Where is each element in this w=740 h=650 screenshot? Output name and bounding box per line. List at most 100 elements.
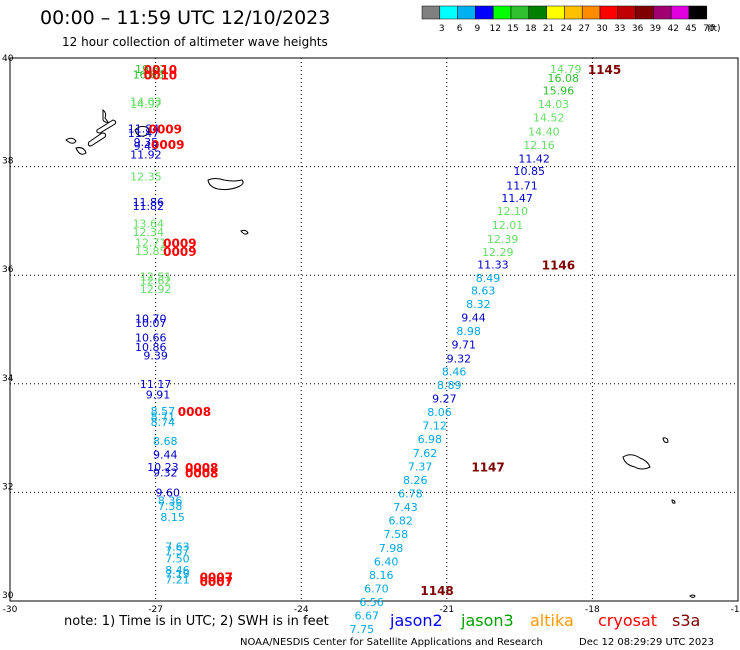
- scale-swatch: [546, 5, 565, 20]
- time-label: 0009: [163, 237, 196, 251]
- scale-swatch: [475, 5, 494, 20]
- island-outline: [662, 437, 669, 443]
- wave-height-value: 6.78: [398, 487, 423, 500]
- scale-label: 27: [578, 24, 589, 34]
- island-outline: [622, 454, 651, 470]
- wave-height-value: 12.34: [133, 226, 165, 239]
- time-label: 1147: [471, 460, 504, 474]
- x-tick-label: -18: [585, 605, 600, 615]
- wave-height-value: 7.75: [350, 623, 375, 636]
- wave-height-value: 9.32: [153, 466, 178, 479]
- wave-height-value: 14.97: [130, 98, 162, 111]
- wave-height-value: 7.12: [422, 420, 447, 433]
- wave-height-value: 6.40: [374, 555, 399, 568]
- wave-height-value: 9.71: [452, 339, 477, 352]
- footnote: note: 1) Time is in UTC; 2) SWH is in fe…: [64, 614, 329, 629]
- island-outline: [87, 132, 107, 147]
- wave-height-value: 11.92: [130, 149, 162, 162]
- wave-height-value: 12.10: [497, 205, 529, 218]
- wave-height-value: 9.91: [146, 389, 171, 402]
- wave-height-value: 9.45: [134, 140, 159, 153]
- time-label: 0008: [185, 466, 218, 480]
- wave-height-value: 19.32: [135, 63, 167, 76]
- scale-swatch: [564, 5, 583, 20]
- wave-height-value: 7.50: [165, 553, 190, 566]
- legend-entry: s3a: [672, 611, 700, 630]
- credit-line: NOAA/NESDIS Center for Satellite Applica…: [240, 637, 543, 648]
- island-outline: [671, 499, 676, 504]
- wave-height-value: 7.38: [158, 500, 183, 513]
- wave-height-value: 11.86: [133, 196, 165, 209]
- y-tick-label: 36: [2, 265, 14, 275]
- satellite-legend: jason2 jason3 altika cryosat s3a: [389, 611, 700, 630]
- time-label: 1146: [542, 258, 575, 272]
- wave-height-value: 12.35: [130, 170, 162, 183]
- wave-height-value: 9.27: [432, 392, 457, 405]
- wave-height-value: 8.68: [153, 435, 178, 448]
- wave-height-value: 11.17: [140, 378, 172, 391]
- wave-height-value: 16.88: [133, 68, 165, 81]
- wave-height-value: 8.36: [158, 495, 183, 508]
- wave-height-value: 8.57: [151, 405, 176, 418]
- time-label: 0008: [178, 405, 211, 419]
- wave-height-value: 8.98: [456, 325, 481, 338]
- time-label: 0009: [151, 138, 184, 152]
- wave-height-value: 12.29: [482, 246, 514, 259]
- wave-height-value: 12.92: [140, 283, 172, 296]
- time-label: 0009: [163, 245, 196, 259]
- wave-height-points: 19.3216.8814.0314.9711.8411.479.359.4511…: [128, 63, 582, 636]
- y-tick-labels: 40 38 36 34 32 30: [2, 54, 14, 601]
- scale-swatch: [581, 5, 601, 20]
- island-outline: [96, 119, 117, 134]
- time-label: 0009: [149, 123, 182, 137]
- island-outline: [75, 147, 87, 155]
- wave-height-value: 13.85: [135, 245, 167, 258]
- legend-entry: jason3: [460, 611, 514, 630]
- grid-lines: [10, 58, 738, 601]
- wave-height-value: 7.43: [393, 501, 418, 514]
- scale-swatch: [688, 5, 708, 20]
- wave-height-value: 8.32: [466, 298, 491, 311]
- wave-height-value: 8.16: [369, 569, 394, 582]
- wave-height-value: 11.71: [506, 180, 538, 193]
- legend-entry: jason2: [389, 611, 443, 630]
- wave-height-value: 9.35: [134, 136, 159, 149]
- wave-height-value: 10.66: [135, 332, 167, 345]
- wave-height-value: 16.08: [548, 72, 580, 85]
- scale-swatch: [670, 5, 690, 20]
- wave-height-value: 8.63: [471, 284, 496, 297]
- scale-label: 3: [439, 24, 445, 34]
- wave-height-value: 7.57: [165, 545, 190, 558]
- scale-label: 45: [685, 24, 696, 34]
- wave-height-value: 7.63: [165, 541, 190, 554]
- x-tick-label: -21: [439, 605, 454, 615]
- scale-label: 15: [507, 24, 518, 34]
- y-tick-label: 40: [2, 54, 14, 64]
- wave-height-value: 7.58: [384, 528, 409, 541]
- x-tick-label: -27: [148, 605, 163, 615]
- scale-swatch: [617, 5, 636, 20]
- wave-height-value: 13.64: [133, 218, 165, 231]
- scale-label: 30: [596, 24, 608, 34]
- wave-height-value: 6.82: [388, 515, 413, 528]
- scale-label: 33: [614, 24, 625, 34]
- wave-height-value: 11.84: [128, 123, 160, 136]
- wave-height-value: 9.44: [461, 312, 486, 325]
- wave-height-value: 8.71: [151, 410, 176, 423]
- scale-label: 9: [475, 24, 481, 34]
- wave-height-value: 7.37: [408, 460, 433, 473]
- scale-swatch: [635, 5, 654, 20]
- island-outline: [689, 594, 696, 598]
- scale-swatch: [510, 5, 530, 20]
- wave-height-value: 7.98: [379, 542, 404, 555]
- legend-entry: cryosat: [598, 611, 657, 630]
- wave-height-value: 9.60: [155, 486, 180, 499]
- wave-height-value: 9.32: [447, 352, 472, 365]
- time-label: 1148: [420, 584, 453, 598]
- wave-height-value: 6.56: [359, 596, 384, 609]
- x-tick-labels: -30 -27 -24 -21 -18 -15: [3, 605, 740, 615]
- island-outline: [134, 125, 150, 137]
- island-outline: [207, 178, 244, 191]
- wave-height-value: 8.46: [165, 564, 190, 577]
